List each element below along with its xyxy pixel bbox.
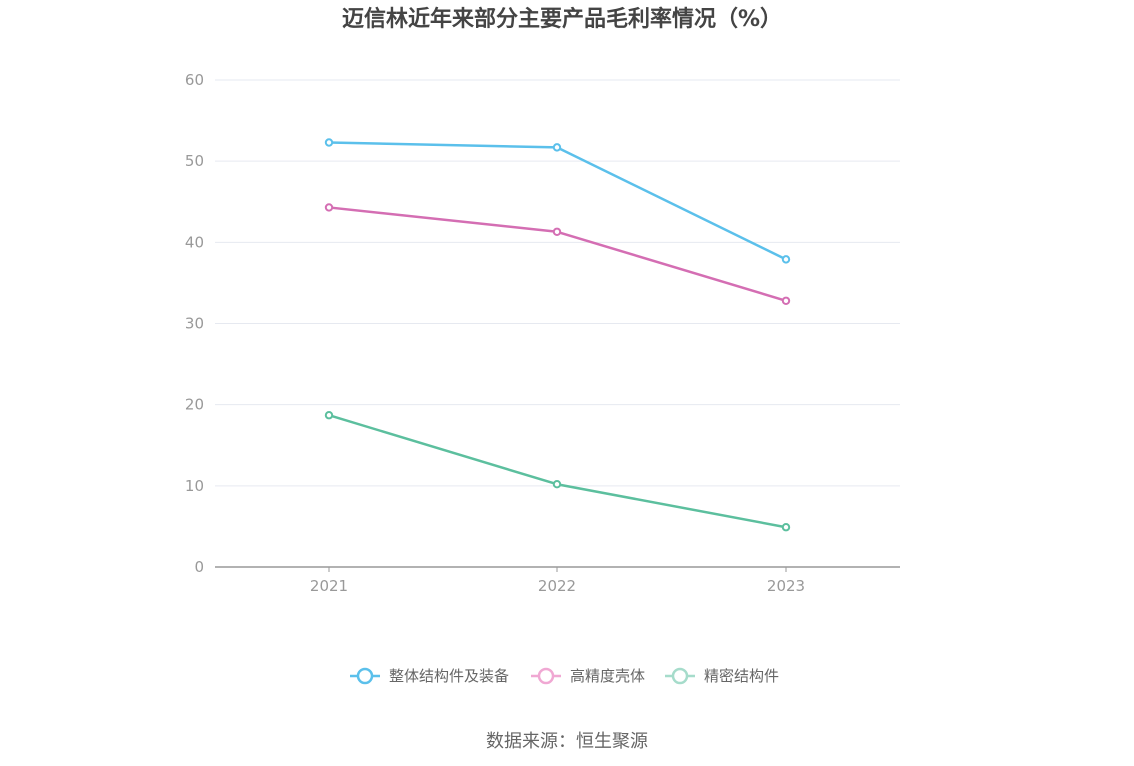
series-line-3 [327,413,788,529]
legend-item-2[interactable]: 高精度壳体 [531,667,645,685]
x-tick-label: 2023 [767,577,805,595]
y-tick-label: 60 [185,71,204,89]
data-source-label: 数据来源：恒生聚源 [486,731,648,752]
legend-item-1[interactable]: 整体结构件及装备 [350,667,509,685]
legend[interactable]: 整体结构件及装备 高精度壳体 精密结构件 [350,667,779,685]
legend-label: 精密结构件 [704,667,779,685]
y-tick-label: 20 [185,396,204,414]
data-point[interactable] [552,480,562,489]
data-point[interactable] [781,296,791,305]
series-lines [324,138,791,532]
axes: 0 10 20 30 40 50 60 2021 2022 2023 [185,71,900,595]
x-tick-label: 2021 [310,577,348,595]
grid-lines [215,79,900,487]
data-point[interactable] [552,143,562,152]
data-point[interactable] [781,523,791,532]
legend-item-3[interactable]: 精密结构件 [665,667,779,685]
legend-marker-icon [356,667,374,685]
y-tick-label: 40 [185,233,204,251]
data-point[interactable] [324,203,334,212]
data-point[interactable] [781,255,791,264]
x-tick-label: 2022 [538,577,576,595]
y-tick-label: 30 [185,315,204,333]
legend-marker-icon [671,667,689,685]
y-tick-label: 0 [194,558,204,576]
y-tick-label: 10 [185,477,204,495]
data-point[interactable] [324,411,334,420]
series-line-2 [327,206,788,303]
data-point[interactable] [552,227,562,236]
data-point[interactable] [324,138,334,147]
y-tick-label: 50 [185,152,204,170]
legend-marker-icon [537,667,555,685]
legend-label: 高精度壳体 [570,667,645,685]
chart-title: 迈信林近年来部分主要产品毛利率情况（%） [342,6,782,32]
legend-label: 整体结构件及装备 [389,667,509,685]
